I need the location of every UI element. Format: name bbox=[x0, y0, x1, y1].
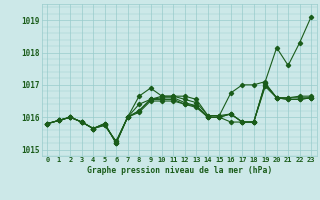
X-axis label: Graphe pression niveau de la mer (hPa): Graphe pression niveau de la mer (hPa) bbox=[87, 166, 272, 175]
